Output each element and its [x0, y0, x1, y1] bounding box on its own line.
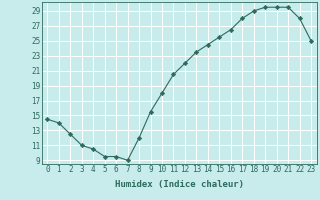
- X-axis label: Humidex (Indice chaleur): Humidex (Indice chaleur): [115, 180, 244, 189]
